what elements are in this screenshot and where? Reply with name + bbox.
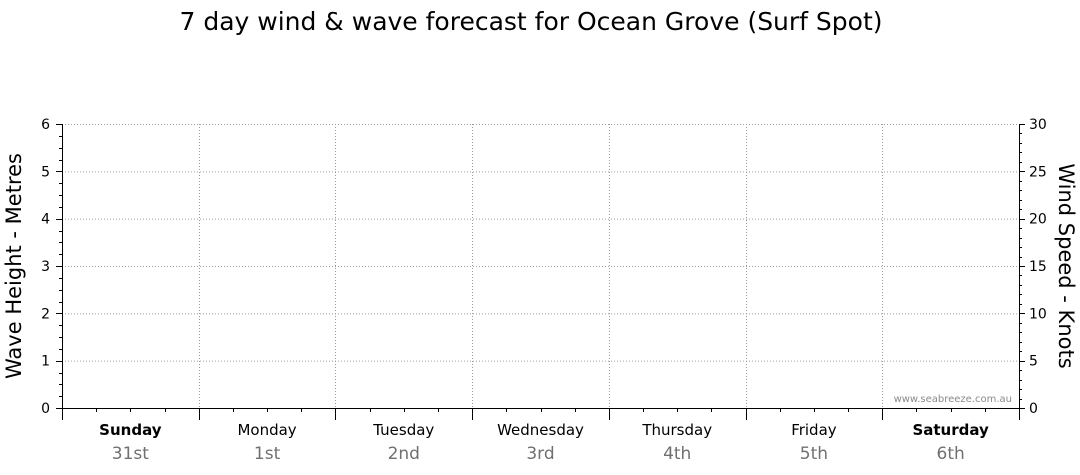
day-date-label: 4th xyxy=(663,444,691,464)
day-date-label: 2nd xyxy=(388,444,420,464)
right-axis-title: Wind Speed - Knots xyxy=(1054,163,1078,368)
left-tick-label: 4 xyxy=(41,212,50,228)
right-tick-label: 0 xyxy=(1029,401,1038,417)
watermark-text: www.seabreeze.com.au xyxy=(894,394,1012,405)
day-name-label: Sunday xyxy=(99,421,162,439)
left-tick-label: 0 xyxy=(41,401,50,417)
left-tick-label: 6 xyxy=(41,117,50,133)
left-tick-label: 1 xyxy=(41,354,50,370)
day-date-label: 6th xyxy=(937,444,965,464)
day-date-label: 3rd xyxy=(526,444,554,464)
right-y-axis: 0 5 10 15 20 25 30 xyxy=(1019,117,1047,417)
day-date-label: 31st xyxy=(112,444,149,464)
left-tick-label: 3 xyxy=(41,259,50,275)
day-date-label: 5th xyxy=(800,444,828,464)
right-tick-label: 25 xyxy=(1029,164,1047,180)
left-tick-label: 2 xyxy=(41,306,50,322)
day-name-label: Wednesday xyxy=(497,421,584,439)
right-tick-label: 10 xyxy=(1029,306,1047,322)
plot-frame xyxy=(62,124,1020,409)
day-name-label: Saturday xyxy=(912,421,989,439)
right-tick-label: 20 xyxy=(1029,212,1047,228)
day-name-label: Tuesday xyxy=(372,421,434,439)
left-tick-label: 5 xyxy=(41,164,50,180)
grid-lines xyxy=(62,124,1019,408)
day-axis: Sunday 31st Monday 1st Tuesday 2nd Wednesday 3r… xyxy=(62,408,1020,464)
left-y-axis: 0 1 2 3 4 5 6 xyxy=(41,117,62,417)
day-name-label: Monday xyxy=(237,421,296,439)
day-name-label: Friday xyxy=(791,421,837,439)
right-tick-label: 5 xyxy=(1029,354,1038,370)
right-tick-label: 15 xyxy=(1029,259,1047,275)
right-tick-label: 30 xyxy=(1029,117,1047,133)
left-axis-title: Wave Height - Metres xyxy=(2,153,26,379)
chart-title: 7 day wind & wave forecast for Ocean Gro… xyxy=(179,7,882,36)
day-date-label: 1st xyxy=(254,444,281,464)
day-name-label: Thursday xyxy=(641,421,712,439)
